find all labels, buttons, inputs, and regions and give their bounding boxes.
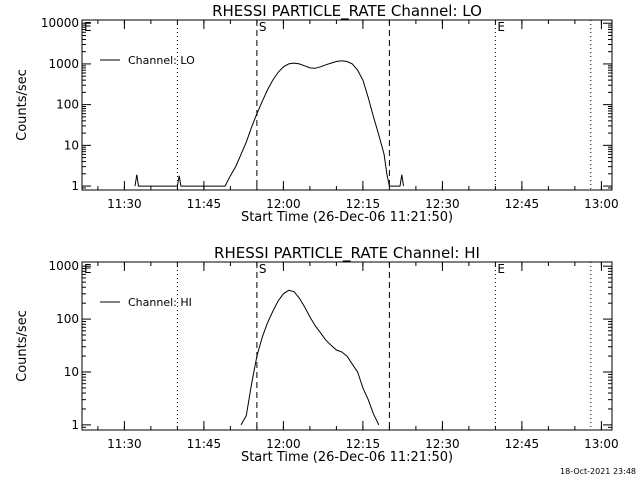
chart-title: RHESSI PARTICLE_RATE Channel: LO xyxy=(212,2,482,21)
y-tick-label: 1 xyxy=(71,179,79,193)
legend-label: Channel: HI xyxy=(128,296,192,309)
time-marker-label: S xyxy=(259,262,267,276)
timestamp-label: 18-Oct-2021 23:48 xyxy=(560,467,636,476)
y-tick-label: 100 xyxy=(56,98,79,112)
x-tick-label: 11:30 xyxy=(107,437,142,451)
y-axis-label: Counts/sec xyxy=(15,69,30,141)
chart-title: RHESSI PARTICLE_RATE Channel: HI xyxy=(214,244,480,263)
x-tick-label: 12:15 xyxy=(346,197,381,211)
y-tick-label: 10000 xyxy=(41,16,79,30)
x-tick-label: 13:00 xyxy=(584,197,619,211)
x-tick-label: 12:00 xyxy=(266,197,301,211)
x-tick-label: 12:30 xyxy=(425,197,460,211)
x-tick-label: 11:45 xyxy=(187,437,222,451)
legend-label: Channel: LO xyxy=(128,54,195,67)
hi-channel-plot: RHESSI PARTICLE_RATE Channel: HI Start Ti… xyxy=(15,244,619,465)
y-tick-label: 100 xyxy=(56,312,79,326)
series-line xyxy=(240,289,380,426)
y-tick-label: 1000 xyxy=(48,57,79,71)
x-tick-label: 11:45 xyxy=(187,197,222,211)
x-tick-label: 12:30 xyxy=(425,437,460,451)
x-tick-label: 12:00 xyxy=(266,437,301,451)
plot-frame xyxy=(81,261,613,431)
x-axis-label: Start Time (26-Dec-06 11:21:50) xyxy=(241,210,453,225)
x-tick-label: 12:45 xyxy=(505,197,540,211)
time-marker-label: E xyxy=(497,20,505,34)
series-line xyxy=(134,60,404,187)
lo-channel-plot: RHESSI PARTICLE_RATE Channel: LO Start Ti… xyxy=(15,2,619,225)
plot-frame xyxy=(81,19,613,191)
y-tick-label: 1 xyxy=(71,418,79,432)
time-marker-label: S xyxy=(259,20,267,34)
y-tick-label: 1000 xyxy=(48,259,79,273)
x-tick-label: 12:15 xyxy=(346,437,381,451)
y-axis-label: Counts/sec xyxy=(15,310,30,382)
x-tick-label: 12:45 xyxy=(505,437,540,451)
y-tick-label: 10 xyxy=(64,365,79,379)
x-tick-label: 11:30 xyxy=(107,197,142,211)
x-tick-label: 13:00 xyxy=(584,437,619,451)
y-tick-label: 10 xyxy=(64,138,79,152)
time-marker-label: E xyxy=(84,20,92,34)
time-marker-label: E xyxy=(84,262,92,276)
time-marker-label: E xyxy=(497,262,505,276)
x-axis-label: Start Time (26-Dec-06 11:21:50) xyxy=(241,450,453,465)
